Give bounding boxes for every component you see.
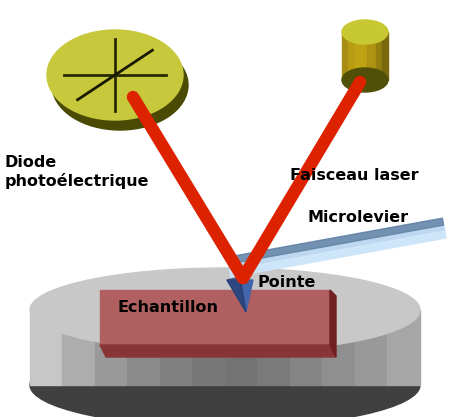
Polygon shape: [330, 290, 336, 357]
Polygon shape: [322, 310, 355, 385]
Polygon shape: [100, 290, 330, 345]
Polygon shape: [225, 310, 257, 385]
Ellipse shape: [30, 268, 420, 352]
Polygon shape: [342, 32, 347, 80]
Polygon shape: [30, 310, 63, 385]
Text: Diode
photoélectrique: Diode photoélectrique: [5, 155, 149, 188]
Ellipse shape: [30, 343, 420, 417]
Polygon shape: [63, 310, 95, 385]
Polygon shape: [192, 310, 225, 385]
Polygon shape: [228, 218, 446, 277]
Text: Microlevier: Microlevier: [308, 210, 409, 225]
Text: Faisceau laser: Faisceau laser: [290, 168, 419, 183]
Text: Pointe: Pointe: [258, 275, 316, 290]
Polygon shape: [376, 32, 383, 80]
Text: Echantillon: Echantillon: [118, 300, 219, 315]
Polygon shape: [100, 345, 336, 357]
Polygon shape: [388, 310, 420, 385]
Polygon shape: [229, 231, 446, 277]
Polygon shape: [128, 310, 160, 385]
Polygon shape: [355, 32, 367, 80]
Polygon shape: [228, 218, 444, 264]
Polygon shape: [227, 277, 246, 312]
Polygon shape: [95, 310, 128, 385]
Polygon shape: [383, 32, 388, 80]
Ellipse shape: [342, 20, 388, 44]
Polygon shape: [257, 310, 290, 385]
Polygon shape: [347, 32, 355, 80]
Polygon shape: [355, 310, 388, 385]
Ellipse shape: [342, 68, 388, 92]
Polygon shape: [290, 310, 322, 385]
Ellipse shape: [47, 30, 183, 120]
Polygon shape: [367, 32, 376, 80]
Polygon shape: [227, 280, 253, 312]
Ellipse shape: [52, 40, 188, 130]
Polygon shape: [160, 310, 192, 385]
